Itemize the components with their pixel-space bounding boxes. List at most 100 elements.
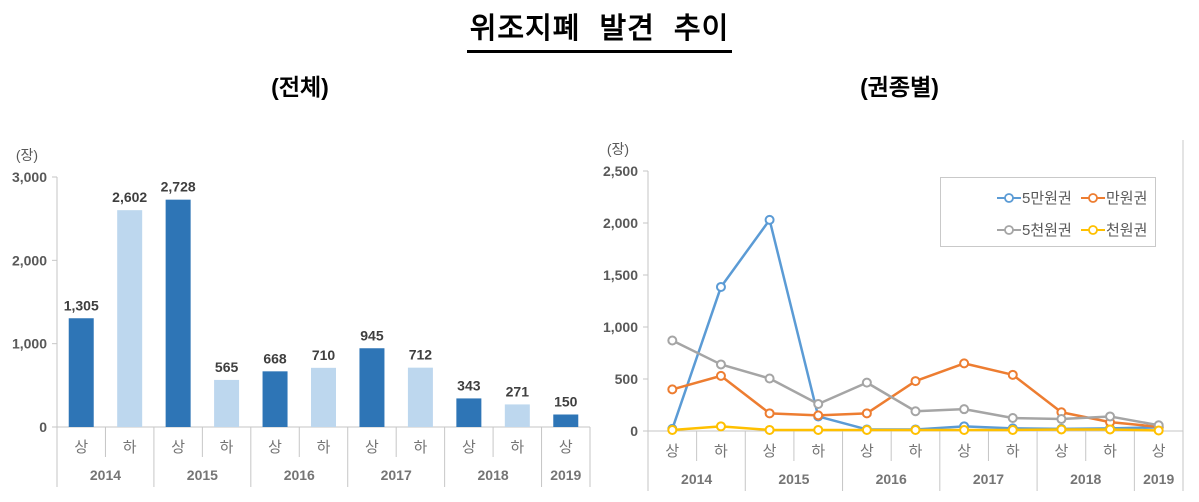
bar-value-label: 710 <box>312 347 336 363</box>
line-marker-series-3 <box>1153 425 1164 436</box>
line-marker-series-2 <box>813 398 824 409</box>
line-marker-series-0 <box>715 281 726 292</box>
half-label: 하 <box>220 439 234 456</box>
half-label: 상 <box>462 439 476 456</box>
bar <box>359 348 385 427</box>
half-label: 상 <box>665 443 679 460</box>
half-label: 하 <box>909 443 923 460</box>
y-tick-label: 500 <box>615 371 639 387</box>
total-bar-chart: 0 1,000 2,000 3,000 (장) 2014 2015 2016 2017 2018 2… <box>12 147 591 487</box>
y-tick-label: 1,000 <box>12 336 47 352</box>
half-label: 상 <box>171 439 185 456</box>
half-label: 하 <box>317 439 331 456</box>
half-label: 하 <box>123 439 137 456</box>
line-marker-series-1 <box>959 358 970 369</box>
year-label: 2019 <box>550 467 581 483</box>
year-label: 2014 <box>681 471 712 487</box>
bar <box>117 210 143 427</box>
half-label: 상 <box>1152 443 1166 460</box>
bar-value-label: 343 <box>457 377 481 393</box>
legend-item-2: 5천원권 <box>997 219 1072 240</box>
half-label: 상 <box>957 443 971 460</box>
year-label: 2014 <box>90 467 121 483</box>
bar-value-label: 150 <box>554 394 578 410</box>
year-label: 2018 <box>1070 471 1101 487</box>
y-tick-label: 1,000 <box>603 319 638 335</box>
bar <box>504 404 530 427</box>
line-marker-series-2 <box>764 373 775 384</box>
line-marker-series-1 <box>667 384 678 395</box>
line-marker-series-3 <box>1056 424 1067 435</box>
bar <box>456 398 482 427</box>
half-label: 상 <box>1055 443 1069 460</box>
line-marker-series-3 <box>861 424 872 435</box>
half-label: 하 <box>1103 443 1117 460</box>
line-marker-series-1 <box>910 376 921 387</box>
legend-label: 만원권 <box>1106 190 1148 207</box>
bar <box>165 199 191 427</box>
half-label: 하 <box>414 439 428 456</box>
line-marker-series-3 <box>813 424 824 435</box>
legend-marker-icon <box>1081 192 1105 203</box>
legend-item-0: 5만원권 <box>997 187 1072 208</box>
y-tick-label: 0 <box>39 419 47 435</box>
line-marker-series-1 <box>813 410 824 421</box>
bar-chart-title: (전체) <box>271 74 329 100</box>
year-label: 2019 <box>1143 471 1174 487</box>
line-marker-series-3 <box>959 424 970 435</box>
legend-label: 천원권 <box>1106 222 1148 239</box>
year-label: 2015 <box>187 467 218 483</box>
bar-value-label: 712 <box>409 347 433 363</box>
y-tick-label: 2,500 <box>603 163 638 179</box>
y-tick-label: 2,000 <box>603 215 638 231</box>
half-label: 상 <box>268 439 282 456</box>
line-marker-series-2 <box>1007 413 1018 423</box>
line-chart-title: (권종별) <box>860 74 939 100</box>
legend-marker-icon <box>1081 224 1105 235</box>
legend-label: 5만원권 <box>1022 190 1072 207</box>
y-tick-label: 0 <box>630 423 638 439</box>
legend-marker-icon <box>997 192 1021 203</box>
legend-label: 5천원권 <box>1022 222 1072 239</box>
half-label: 상 <box>763 443 777 460</box>
legend-marker-icon <box>997 224 1021 235</box>
legend-item-1: 만원권 <box>1081 187 1147 208</box>
line-marker-series-1 <box>861 408 872 419</box>
page-title: 위조지폐 발견 추이 <box>0 5 1199 53</box>
y-tick-label: 1,500 <box>603 267 638 283</box>
bar-value-label: 271 <box>506 383 530 399</box>
half-label: 상 <box>559 439 573 456</box>
half-label: 상 <box>860 443 874 460</box>
bar-value-label: 2,728 <box>161 179 196 195</box>
line-marker-series-3 <box>715 421 726 432</box>
line-marker-series-1 <box>1007 369 1018 380</box>
half-label: 하 <box>714 443 728 460</box>
bar <box>262 371 288 427</box>
bar-value-label: 1,305 <box>64 297 99 313</box>
bar <box>407 367 433 427</box>
line-marker-series-3 <box>764 424 775 435</box>
y-tick-label: 2,000 <box>12 252 47 268</box>
line-marker-series-2 <box>667 335 678 346</box>
line-marker-series-3 <box>667 424 678 435</box>
bar-value-label: 2,602 <box>112 189 147 205</box>
bar-value-label: 668 <box>263 350 287 366</box>
half-label: 하 <box>1006 443 1020 460</box>
bar <box>553 414 579 427</box>
year-label: 2017 <box>973 471 1004 487</box>
line-marker-series-3 <box>1105 424 1116 435</box>
line-marker-series-2 <box>861 377 872 388</box>
y-axis-unit-label: (장) <box>16 147 38 163</box>
year-label: 2016 <box>284 467 315 483</box>
bar <box>68 318 94 427</box>
line-marker-series-3 <box>910 424 921 435</box>
line-series-0 <box>671 218 1159 431</box>
line-marker-series-2 <box>715 359 726 370</box>
line-marker-series-2 <box>910 406 921 417</box>
line-marker-series-1 <box>764 408 775 419</box>
line-marker-series-2 <box>1056 414 1067 425</box>
denomination-line-chart: 0 500 1,000 1,500 2,000 2,500 (장) 2014 2015 2016 2… <box>603 140 1184 491</box>
legend-item-3: 천원권 <box>1081 219 1147 240</box>
y-axis-unit-label: (장) <box>607 141 629 157</box>
